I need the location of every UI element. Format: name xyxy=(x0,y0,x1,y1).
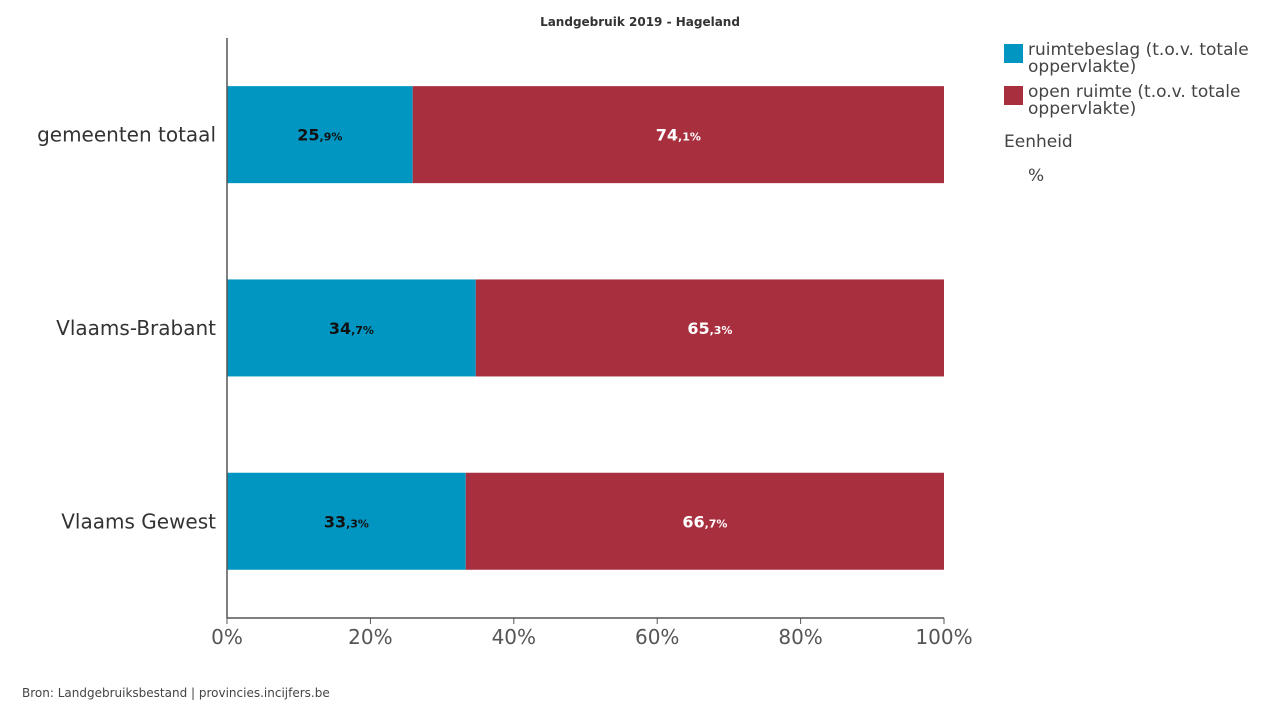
x-tick-label-60: 60% xyxy=(635,625,679,649)
source-footer: Bron: Landgebruiksbestand | provincies.i… xyxy=(22,686,330,700)
bar-segment-gemeenten-totaal-1 xyxy=(412,86,944,184)
data-label-vlaams-gewest-0: 33,3% xyxy=(324,512,369,531)
x-tick-label-20: 20% xyxy=(348,625,392,649)
x-tick-label-100: 100% xyxy=(915,625,972,649)
bar-segment-vlaams-gewest-1 xyxy=(465,472,944,570)
x-tick-label-0: 0% xyxy=(211,625,243,649)
data-label-gemeenten-totaal-1: 74,1% xyxy=(656,126,701,145)
chart-title: Landgebruik 2019 - Hageland xyxy=(540,15,740,29)
x-tick-label-80: 80% xyxy=(778,625,822,649)
bar-segment-vlaams-brabant-0 xyxy=(227,279,476,377)
category-label-gemeenten-totaal: gemeenten totaal xyxy=(37,123,216,147)
legend-swatch-ruimtebeslag xyxy=(1004,44,1023,63)
unit-heading: Eenheid xyxy=(1004,132,1073,152)
bar-segment-vlaams-gewest-0 xyxy=(227,472,466,570)
chart-plot: 25,9% 74,1% 34,7% 65,3% 33,3% 66,7% gemeenten… xyxy=(37,38,973,649)
legend-label-open-ruimte: open ruimte (t.o.v. totale oppervlakte) xyxy=(1028,82,1241,119)
legend-item-open-ruimte[interactable]: open ruimte (t.o.v. totale oppervlakte) xyxy=(1004,84,1274,118)
data-label-vlaams-brabant-0: 34,7% xyxy=(329,319,374,338)
bar-segment-gemeenten-totaal-0 xyxy=(227,86,413,184)
legend: ruimtebeslag (t.o.v. totale oppervlakte)… xyxy=(1004,42,1274,186)
data-label-gemeenten-totaal-0: 25,9% xyxy=(297,126,342,145)
data-label-vlaams-gewest-1: 66,7% xyxy=(682,512,727,531)
legend-label-ruimtebeslag: ruimtebeslag (t.o.v. totale oppervlakte) xyxy=(1028,40,1249,77)
category-label-vlaams-gewest: Vlaams Gewest xyxy=(61,509,216,533)
category-label-vlaams-brabant: Vlaams-Brabant xyxy=(56,316,216,340)
bar-segment-vlaams-brabant-1 xyxy=(475,279,944,377)
data-label-vlaams-brabant-1: 65,3% xyxy=(687,319,732,338)
x-tick-label-40: 40% xyxy=(492,625,536,649)
legend-item-ruimtebeslag[interactable]: ruimtebeslag (t.o.v. totale oppervlakte) xyxy=(1004,42,1274,76)
legend-swatch-open-ruimte xyxy=(1004,86,1023,105)
unit-value: % xyxy=(1028,166,1045,186)
